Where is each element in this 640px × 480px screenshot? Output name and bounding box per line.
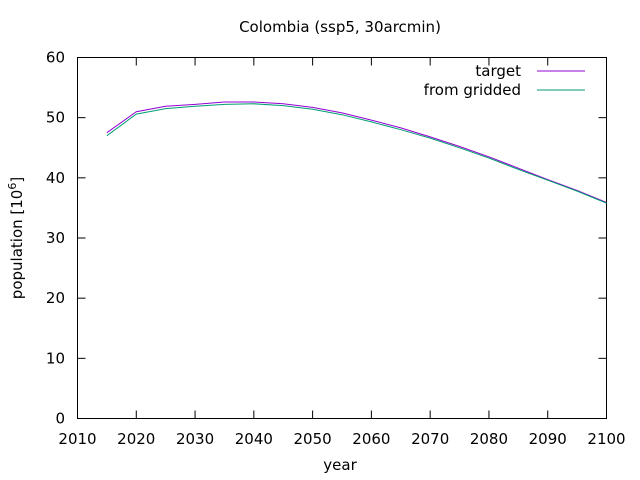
x-tick-label: 2020 <box>117 430 155 448</box>
y-tick-label: 0 <box>55 410 65 428</box>
x-tick-label: 2010 <box>58 430 96 448</box>
y-tick-label: 30 <box>46 229 65 247</box>
legend: target from gridded <box>424 62 585 99</box>
plot-frame <box>77 57 607 419</box>
y-tick-label: 10 <box>46 349 65 367</box>
x-tick-label: 2040 <box>235 430 273 448</box>
x-axis: 2010 2020 2030 2040 2050 2060 2070 2080 2090 2100 <box>58 57 626 448</box>
legend-label-target: target <box>475 62 521 80</box>
y-tick-label: 60 <box>46 49 65 67</box>
x-tick-label: 2080 <box>470 430 508 448</box>
y-axis: 0 10 20 30 40 50 60 <box>46 49 607 428</box>
chart-title: Colombia (ssp5, 30arcmin) <box>239 18 441 36</box>
legend-label-from-gridded: from gridded <box>424 81 521 99</box>
y-axis-title-exponent: 6 <box>6 183 19 190</box>
x-tick-label: 2070 <box>411 430 449 448</box>
series-lines <box>106 101 607 204</box>
y-tick-label: 50 <box>46 109 65 127</box>
x-tick-label: 2060 <box>352 430 390 448</box>
x-tick-label: 2090 <box>529 430 567 448</box>
x-axis-title: year <box>323 456 357 474</box>
y-tick-label: 40 <box>46 169 65 187</box>
series-line-from-gridded <box>106 103 607 204</box>
x-tick-label: 2050 <box>294 430 332 448</box>
y-axis-title-end: ] <box>8 177 26 183</box>
x-tick-label: 2100 <box>587 430 625 448</box>
y-tick-label: 20 <box>46 289 65 307</box>
y-axis-title: population [106] <box>6 177 26 299</box>
y-axis-title-main: population [10 <box>8 190 26 300</box>
x-tick-label: 2030 <box>176 430 214 448</box>
series-line-target <box>106 101 607 203</box>
